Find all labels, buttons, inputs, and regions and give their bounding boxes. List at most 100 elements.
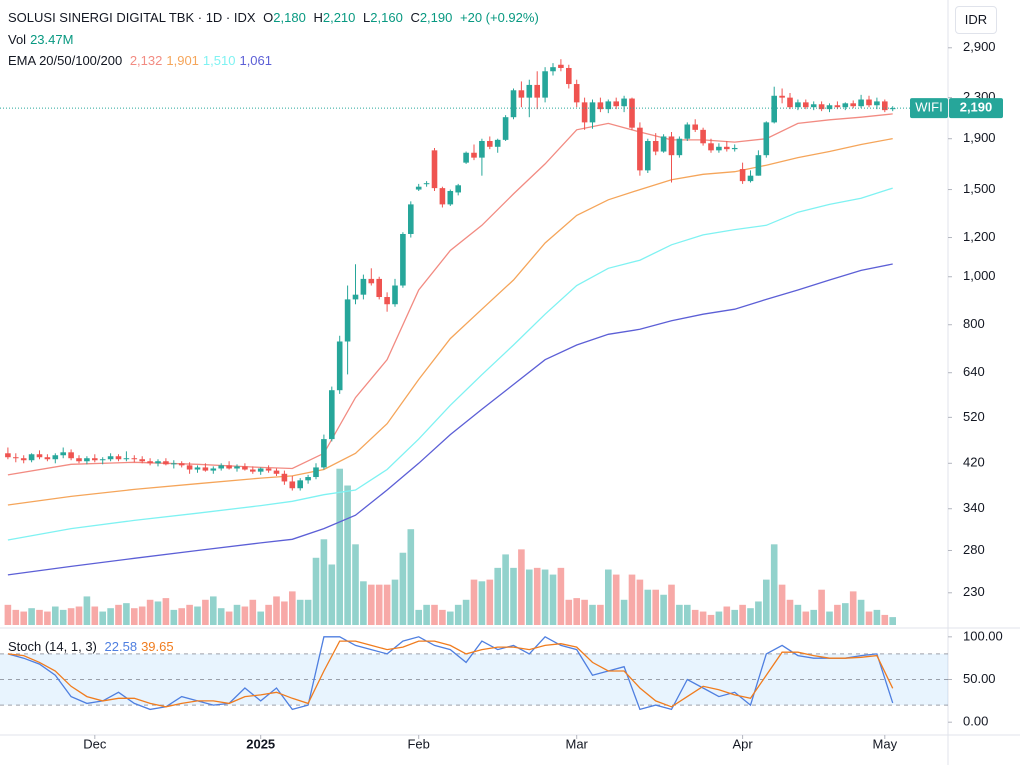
volume-bar	[368, 584, 375, 625]
candle-body	[502, 117, 509, 140]
candle-body	[842, 103, 849, 108]
volume-bar	[59, 609, 67, 625]
legend-value: 1,061	[239, 53, 273, 68]
candle-body	[321, 439, 327, 468]
volume-bar	[526, 569, 533, 625]
volume-bar	[462, 599, 470, 625]
candle-body	[637, 127, 643, 171]
volume-bar	[273, 596, 280, 625]
volume-bar	[360, 581, 367, 625]
candle-body	[700, 129, 706, 144]
volume-bar	[146, 599, 154, 625]
volume-bar	[52, 606, 59, 625]
candle-body	[423, 183, 430, 185]
title: SOLUSI SINERGI DIGITAL TBK · 1D · IDX	[8, 10, 256, 25]
ohlc-key: C	[410, 10, 420, 25]
volume-bar	[154, 601, 162, 625]
candle-body	[392, 285, 398, 305]
candle-body	[471, 152, 477, 158]
candle-body	[218, 465, 224, 469]
x-tick-label: May	[873, 736, 898, 751]
candle-body	[360, 278, 367, 295]
currency-button[interactable]: IDR	[955, 6, 997, 34]
volume-bar	[834, 604, 841, 625]
volume-bar	[778, 584, 786, 625]
volume-bar	[36, 609, 43, 625]
header: SOLUSI SINERGI DIGITAL TBK · 1D · IDX O2…	[8, 8, 543, 28]
volume-bar	[573, 598, 580, 625]
volume-bar	[660, 594, 667, 625]
candle-body	[257, 468, 264, 472]
stoch-tick-label: 0.00	[963, 714, 988, 729]
volume-bar	[826, 611, 833, 625]
y-tick-label: 230	[963, 584, 985, 599]
candle-body	[534, 84, 540, 98]
candle-body	[834, 105, 841, 108]
y-tick-label: 1,500	[963, 181, 996, 196]
volume-bar	[510, 567, 517, 625]
volume-bar	[620, 599, 628, 625]
volume-bar	[83, 596, 91, 625]
price-tag-label: 2,190	[960, 100, 993, 115]
candle-body	[163, 461, 169, 465]
volume-bar	[67, 608, 75, 625]
volume-bar	[336, 468, 343, 625]
volume-bar	[178, 608, 185, 625]
candle-body	[44, 457, 51, 460]
candle-body	[115, 456, 122, 460]
volume-bar	[684, 604, 691, 625]
volume-bar	[12, 609, 20, 625]
candle-body	[13, 457, 19, 459]
candle-body	[692, 124, 698, 130]
volume-bar	[723, 606, 731, 625]
candle-body	[171, 463, 177, 465]
volume-bar	[265, 604, 272, 625]
x-tick-label: Dec	[83, 736, 107, 751]
candle-body	[787, 97, 793, 108]
candle-body	[487, 140, 493, 147]
volume-bar	[210, 596, 217, 625]
legend-value: 1,901	[166, 53, 199, 68]
ohlc-value: 2,190	[419, 10, 453, 25]
volume-bar	[612, 574, 620, 625]
candle-body	[874, 101, 880, 106]
volume-bar	[502, 554, 509, 625]
price-tag	[949, 98, 1003, 119]
candle-body	[281, 473, 288, 482]
candle-body	[336, 341, 343, 391]
candle-body	[882, 101, 888, 111]
candle-body	[660, 136, 667, 152]
ema-line	[7, 137, 893, 506]
volume-bar	[233, 604, 241, 625]
candle-body	[597, 102, 604, 110]
volume-bar	[399, 552, 407, 625]
volume-bar	[549, 574, 557, 625]
volume-bar	[818, 589, 825, 625]
volume-bar	[281, 601, 288, 625]
candle-body	[194, 467, 201, 470]
volume-bar	[289, 591, 296, 625]
volume-bar	[328, 564, 336, 625]
candle-body	[92, 458, 98, 461]
volume-bar	[20, 611, 27, 625]
candle-body	[273, 470, 280, 474]
candle-body	[36, 454, 43, 458]
volume-bar	[115, 604, 122, 625]
volume-bar	[652, 589, 659, 625]
volume-bar	[763, 579, 770, 625]
candle-body	[313, 467, 319, 478]
candle-body	[763, 122, 770, 156]
volume-bar	[75, 606, 83, 625]
candle-body	[5, 453, 11, 458]
candle-body	[431, 150, 438, 189]
volume-bar	[415, 609, 422, 625]
ema-line	[7, 187, 893, 541]
volume-bar	[597, 604, 604, 625]
candle-body	[463, 152, 469, 163]
candle-body	[510, 90, 517, 118]
y-tick-label: 420	[963, 455, 985, 470]
volume-bar	[731, 609, 738, 625]
x-tick-label: Mar	[566, 736, 589, 751]
candle-body	[186, 465, 193, 470]
volume-bar	[170, 609, 178, 625]
